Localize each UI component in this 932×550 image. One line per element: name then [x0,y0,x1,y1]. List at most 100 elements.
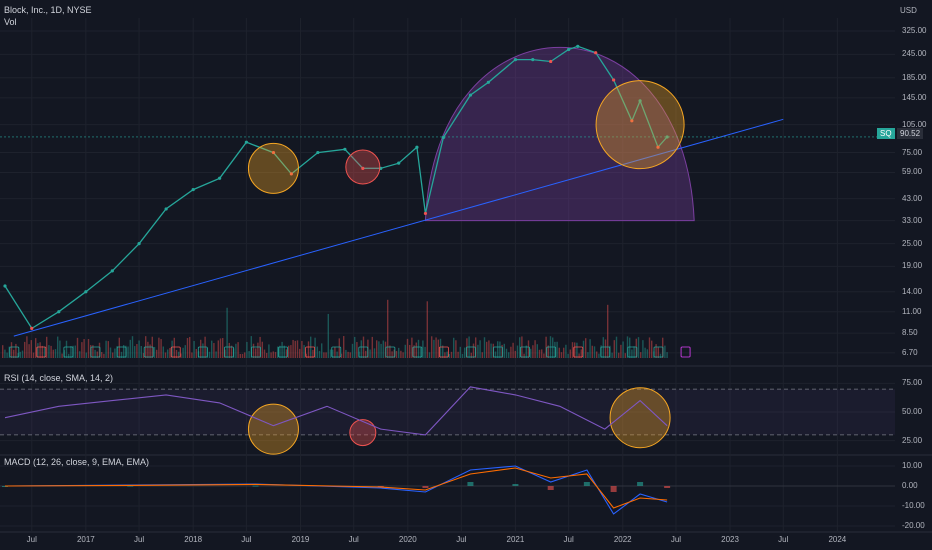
trendline-annotation [0,118,895,337]
price-series [3,44,669,330]
rsi-circle-annotation [247,403,299,455]
volume-bar [76,337,79,358]
volume-bar [24,341,26,358]
volume-bar [213,343,215,358]
volume-bar [17,353,19,358]
volume-bar [398,347,400,358]
earnings-icon [251,346,261,358]
y-tick-label: 25.00 [902,238,923,248]
volume-bar [343,336,345,358]
volume-bar [420,347,422,358]
volume-bar [644,347,646,358]
volume-bar [395,350,398,358]
price-point [3,284,7,288]
volume-bar [268,344,270,358]
volume-bar [453,337,455,358]
macd-histogram-bar [547,486,554,490]
earnings-icon [466,346,476,358]
volume-bar [292,339,294,358]
volume-bar [241,353,244,358]
volume-bar [266,352,268,358]
volume-bar [415,342,417,358]
y-tick-label: 0.00 [902,481,918,490]
volume-bar [195,349,197,358]
volume-bar [483,337,486,358]
volume-bar [435,337,437,358]
volume-bar [459,346,461,358]
volume-bar [402,352,404,358]
volume-bar [303,345,305,358]
earnings-icon [627,346,638,358]
macd-histogram-bar [1,486,8,487]
volume-bar [217,340,219,358]
volume-bar [503,343,505,358]
volume-bar [378,341,380,358]
earnings-icon [385,346,396,358]
volume-bar [314,337,316,358]
volume-bar [576,342,578,358]
volume-bar [488,340,490,358]
volume-bar [184,345,186,358]
volume-bar [365,350,367,358]
y-tick-label: 33.00 [902,215,923,225]
volume-bar [338,338,340,358]
volume-bar [444,352,446,358]
volume-bar [70,346,72,358]
volume-bar [391,351,393,358]
volume-bar [19,351,21,358]
rsi-circle-annotation [349,419,377,447]
volume-bar [664,345,666,358]
trendline [13,118,784,337]
earnings-icon [305,346,316,358]
x-tick-label: 2022 [613,535,632,544]
volume-bar [646,349,648,358]
volume-bar [65,340,68,358]
volume-bar [354,336,356,358]
volume-bar [59,340,61,358]
volume-bar [602,337,604,358]
price-point [630,119,634,123]
earnings-markers [9,346,691,358]
x-tick-label: Jul [133,535,145,544]
volume-bar [147,341,149,358]
macd-histogram-bar [664,486,671,488]
macd-histogram-bar [252,485,259,487]
volume-bar [43,346,46,358]
earnings-icon [278,346,288,358]
volume-bar [642,340,644,358]
volume-bar [35,338,37,358]
y-tick-label: 19.00 [902,261,923,271]
earnings-icon [520,346,530,358]
volume-bar [578,353,580,358]
macd-histogram-bar [512,484,519,486]
volume-bar [136,344,138,358]
earnings-icon [116,346,127,358]
volume-bar [182,347,184,358]
volume-bar [580,349,582,358]
volume-bar [316,346,318,358]
volume-bar [552,337,554,358]
macd-histogram-bar [610,486,617,492]
earnings-icon [680,346,691,358]
volume-bar [450,351,453,358]
earnings-icon [546,346,557,358]
volume-bar [424,346,426,358]
volume-bars [2,299,668,358]
volume-bar [422,340,424,358]
x-tick-label: Jul [778,535,789,544]
y-tick-label: 105.00 [902,119,927,129]
volume-bar [41,345,43,358]
volume-bar [321,343,323,358]
volume-bar [433,339,435,358]
price-point [665,135,669,139]
x-tick-label: Jul [670,535,682,544]
volume-bar [593,346,596,358]
x-tick-label: Jul [563,535,574,544]
volume-bar [327,313,329,358]
volume-bar [189,336,191,358]
volume-bar [516,345,519,358]
x-tick-label: 2018 [184,535,203,544]
price-point [316,150,320,155]
volume-bar [57,336,59,358]
